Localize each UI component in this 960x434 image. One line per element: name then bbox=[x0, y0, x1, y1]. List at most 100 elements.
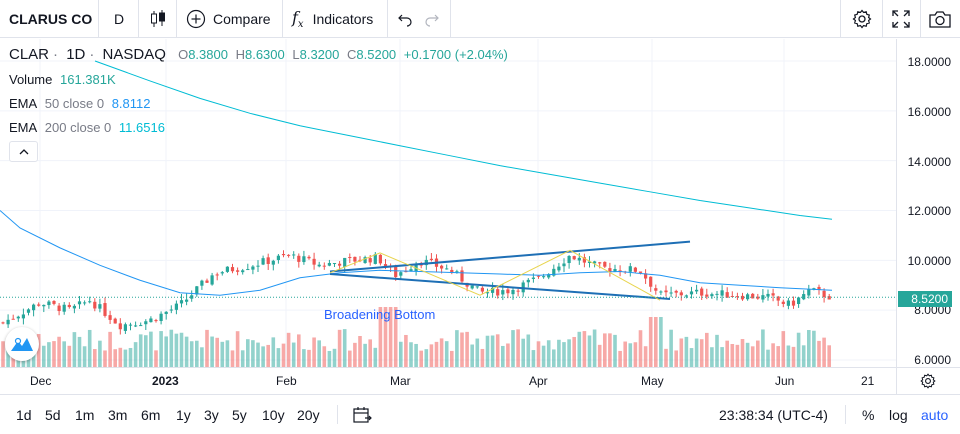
volume-bar bbox=[317, 340, 321, 367]
volume-bar bbox=[705, 332, 709, 367]
toolbar-divider bbox=[920, 0, 921, 38]
candle-body bbox=[582, 257, 586, 263]
candle-body bbox=[710, 294, 714, 297]
volume-bar bbox=[388, 307, 393, 367]
gear-icon bbox=[920, 373, 936, 389]
go-to-date-button[interactable] bbox=[352, 395, 372, 434]
range-3y-button[interactable]: 3y bbox=[204, 406, 219, 423]
volume-bar bbox=[286, 332, 291, 367]
price-tick: 10.0000 bbox=[907, 254, 951, 268]
chart-pane[interactable]: Broadening Bottom CLAR · 1D · NASDAQ O8.38… bbox=[0, 39, 897, 367]
compare-button[interactable]: Compare bbox=[186, 0, 271, 38]
volume-bar bbox=[159, 331, 163, 367]
chevron-up-icon bbox=[19, 148, 28, 154]
range-1m-button[interactable]: 1m bbox=[75, 406, 95, 423]
candle-body bbox=[593, 261, 597, 264]
chart-type-button[interactable] bbox=[150, 0, 166, 38]
range-20y-button[interactable]: 20y bbox=[297, 406, 320, 423]
redo-icon bbox=[425, 14, 439, 27]
calendar-range-icon bbox=[353, 406, 372, 423]
volume-bar bbox=[312, 337, 316, 367]
volume-legend[interactable]: Volume 161.381K bbox=[9, 72, 120, 87]
price-chart[interactable]: Broadening Bottom bbox=[0, 39, 897, 367]
candle-body bbox=[720, 290, 724, 296]
candle-body bbox=[174, 303, 178, 310]
pattern-zigzag-line bbox=[329, 249, 661, 301]
candle-body bbox=[455, 271, 459, 273]
candle-body bbox=[251, 266, 255, 270]
candle-body bbox=[98, 304, 102, 309]
candle-body bbox=[802, 294, 806, 300]
tradingview-logo[interactable] bbox=[5, 327, 39, 361]
interval-button[interactable]: D bbox=[114, 0, 124, 38]
candle-body bbox=[654, 288, 658, 291]
volume-bar bbox=[756, 340, 760, 367]
volume-bar bbox=[363, 343, 367, 367]
volume-bar bbox=[725, 340, 729, 367]
auto-scale-toggle[interactable]: auto bbox=[921, 406, 949, 423]
candle-body bbox=[633, 267, 637, 272]
volume-bar bbox=[623, 341, 627, 367]
undo-button[interactable] bbox=[397, 0, 413, 38]
fullscreen-button[interactable] bbox=[892, 0, 910, 38]
candle-body bbox=[26, 309, 31, 313]
legend-close-label: C bbox=[347, 47, 357, 62]
volume-bar bbox=[771, 343, 775, 367]
volume-bar bbox=[1, 341, 5, 367]
volume-bar bbox=[567, 339, 571, 367]
volume-bar bbox=[414, 343, 418, 367]
range-10y-button[interactable]: 10y bbox=[262, 406, 285, 423]
volume-bar bbox=[342, 329, 347, 367]
candle-body bbox=[378, 254, 382, 264]
range-5y-button[interactable]: 5y bbox=[232, 406, 247, 423]
candle-body bbox=[572, 256, 576, 260]
candle-body bbox=[83, 302, 87, 304]
range-6m-button[interactable]: 6m bbox=[141, 406, 161, 423]
volume-bar bbox=[817, 340, 821, 367]
axis-settings-button[interactable] bbox=[920, 373, 936, 389]
legend-high-label: H bbox=[235, 47, 245, 62]
volume-bar bbox=[276, 348, 281, 367]
volume-bar bbox=[592, 329, 597, 367]
legend-exchange: NASDAQ bbox=[102, 46, 166, 63]
range-5d-button[interactable]: 5d bbox=[45, 406, 61, 423]
legend-low-value: 8.3200 bbox=[299, 47, 340, 62]
range-1y-button[interactable]: 1y bbox=[176, 406, 191, 423]
candle-body bbox=[664, 290, 668, 293]
ema50-legend[interactable]: EMA 50 close 0 8.8112 bbox=[9, 96, 154, 111]
redo-button[interactable] bbox=[424, 0, 440, 38]
range-1d-button[interactable]: 1d bbox=[16, 406, 32, 423]
clock-readout[interactable]: 23:38:34 (UTC-4) bbox=[719, 406, 828, 423]
volume-bar bbox=[552, 349, 556, 367]
candles-icon bbox=[151, 10, 165, 27]
volume-bar bbox=[327, 350, 332, 367]
range-3m-button[interactable]: 3m bbox=[108, 406, 128, 423]
candle-body bbox=[149, 318, 153, 323]
snapshot-button[interactable] bbox=[929, 0, 951, 38]
symbol-name: CLARUS CO bbox=[9, 11, 93, 27]
volume-bar bbox=[393, 307, 398, 367]
price-axis[interactable]: 18.0000 16.0000 14.0000 12.0000 10.0000 … bbox=[896, 39, 960, 367]
volume-bar bbox=[164, 336, 168, 367]
settings-button[interactable] bbox=[852, 0, 872, 38]
volume-bar bbox=[480, 348, 485, 367]
time-axis[interactable]: Dec 2023 Feb Mar Apr May Jun 21 bbox=[0, 367, 960, 395]
ema200-legend[interactable]: EMA 200 close 0 11.6516 bbox=[9, 120, 169, 135]
candle-body bbox=[266, 257, 270, 264]
collapse-legend-button[interactable] bbox=[9, 141, 38, 162]
candle-body bbox=[603, 261, 607, 267]
volume-bar bbox=[812, 330, 816, 367]
percent-scale-toggle[interactable]: % bbox=[862, 406, 875, 423]
candle-body bbox=[689, 291, 694, 295]
log-scale-toggle[interactable]: log bbox=[889, 406, 908, 423]
volume-bar bbox=[98, 340, 102, 367]
candle-body bbox=[312, 258, 316, 265]
volume-bar bbox=[669, 329, 673, 367]
candle-body bbox=[88, 301, 92, 303]
undo-icon bbox=[398, 14, 412, 27]
volume-bar bbox=[302, 349, 306, 367]
symbol-search-button[interactable]: CLARUS CO bbox=[9, 0, 92, 38]
price-tick: 14.0000 bbox=[907, 155, 951, 169]
indicators-button[interactable]: fx Indicators bbox=[292, 0, 373, 38]
candle-body bbox=[475, 286, 479, 288]
